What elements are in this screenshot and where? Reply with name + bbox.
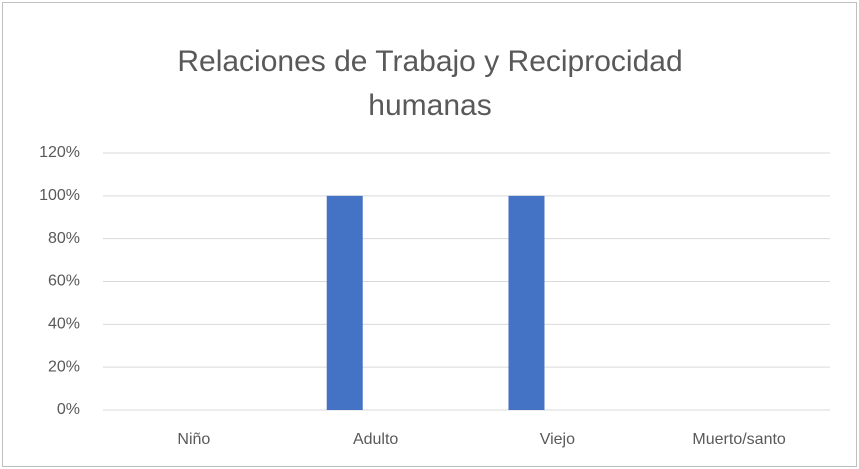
bar xyxy=(508,195,545,410)
y-tick-label: 0% xyxy=(57,401,80,418)
x-tick-label: Muerto/santo xyxy=(692,431,785,448)
y-tick-label: 40% xyxy=(48,316,80,333)
y-tick-label: 60% xyxy=(48,273,80,290)
x-tick-label: Niño xyxy=(177,431,210,448)
y-tick-label: 80% xyxy=(48,230,80,247)
chart-title: Relaciones de Trabajo y Reciprocidad hum… xyxy=(177,45,683,122)
y-tick-label: 100% xyxy=(39,187,80,204)
x-tick-label: Adulto xyxy=(353,431,398,448)
y-tick-label: 120% xyxy=(39,144,80,161)
y-tick-label: 20% xyxy=(48,358,80,375)
bar xyxy=(326,195,363,410)
x-tick-label: Viejo xyxy=(540,431,575,448)
